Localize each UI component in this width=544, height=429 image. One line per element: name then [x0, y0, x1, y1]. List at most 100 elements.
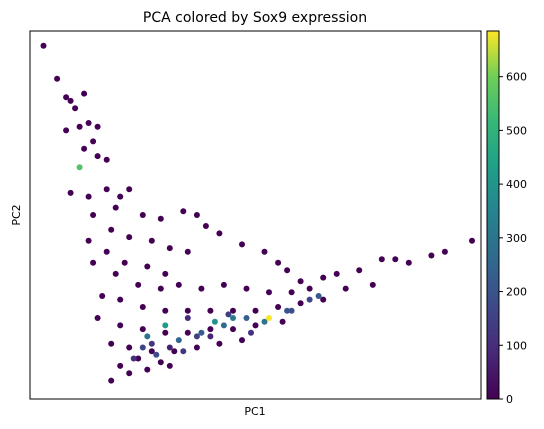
scatter-point: [284, 307, 291, 314]
scatter-point: [202, 223, 209, 229]
scatter-point: [275, 259, 282, 266]
scatter-point: [369, 281, 376, 288]
scatter-point: [284, 267, 291, 274]
scatter-point: [288, 289, 295, 296]
y-axis-label: PC2: [10, 204, 23, 225]
scatter-point: [90, 259, 97, 266]
scatter-point: [63, 127, 70, 134]
scatter-point: [193, 212, 200, 218]
colorbar-tick-label: 300: [506, 232, 527, 245]
scatter-point: [315, 293, 322, 299]
scatter-point: [184, 329, 191, 336]
scatter-point: [239, 241, 245, 248]
scatter-point: [148, 348, 155, 355]
scatter-point: [135, 355, 142, 362]
scatter-point: [76, 164, 83, 171]
scatter-point: [193, 333, 200, 340]
scatter-point: [157, 359, 164, 366]
scatter-point: [266, 315, 272, 321]
scatter-point: [166, 245, 173, 252]
scatter-point: [126, 186, 133, 193]
scatter-point: [90, 212, 97, 218]
scatter-point: [117, 322, 124, 329]
scatter-point: [243, 285, 250, 292]
scatter-point: [94, 123, 101, 130]
scatter-point: [207, 326, 214, 333]
scatter-point: [112, 270, 119, 277]
scatter-point: [94, 153, 101, 160]
scatter-point: [184, 315, 191, 321]
colorbar: [486, 30, 500, 400]
scatter-point: [117, 296, 124, 303]
scatter-point: [81, 145, 88, 152]
scatter-point: [112, 204, 119, 211]
scatter-point: [148, 237, 155, 244]
scatter-point: [126, 344, 133, 351]
colorbar-tick-label: 100: [506, 339, 527, 352]
scatter-point: [153, 351, 160, 358]
scatter-point: [117, 193, 124, 200]
scatter-point: [198, 329, 205, 336]
scatter-point: [162, 307, 169, 314]
scatter-point: [297, 278, 304, 285]
scatter-point: [94, 315, 101, 321]
scatter-point: [378, 256, 385, 263]
scatter-point: [243, 315, 250, 321]
scatter-point: [230, 315, 236, 321]
scatter-point: [306, 296, 313, 303]
scatter-point: [85, 193, 92, 200]
colorbar-ticks: 0 100 200 300 400 500 600: [499, 71, 527, 406]
scatter-point: [266, 289, 272, 296]
scatter-point: [90, 138, 97, 145]
colorbar-tick-label: 600: [506, 71, 527, 84]
scatter-point: [157, 285, 164, 292]
scatter-point: [108, 226, 115, 233]
scatter-point: [108, 340, 115, 347]
scatter-point: [184, 307, 191, 314]
scatter-point: [144, 263, 151, 270]
scatter-point: [180, 208, 187, 215]
scatter-point: [85, 120, 92, 126]
scatter-point: [441, 248, 448, 255]
scatter-point: [275, 304, 282, 310]
scatter-point: [252, 307, 259, 314]
scatter-point: [320, 274, 327, 281]
scatter-point: [297, 300, 304, 307]
scatter-point: [392, 256, 399, 263]
scatter-point: [198, 285, 205, 292]
scatter-point: [117, 362, 124, 369]
scatter-point: [261, 248, 268, 255]
scatter-point: [184, 248, 191, 255]
scatter-point: [175, 337, 182, 344]
scatter-point: [126, 370, 133, 377]
scatter-point: [207, 307, 214, 314]
scatter-point: [54, 75, 61, 82]
colorbar-tick-label: 400: [506, 178, 527, 191]
scatter-point: [81, 90, 88, 97]
scatter-point: [428, 252, 435, 259]
scatter-point: [166, 344, 173, 351]
scatter-point: [40, 42, 47, 49]
scatter-point: [252, 322, 259, 329]
scatter-point: [166, 362, 173, 369]
scatter-point: [139, 344, 146, 351]
scatter-point: [162, 329, 169, 336]
scatter-point: [320, 296, 327, 303]
scatter-point: [342, 285, 349, 292]
scatter-point: [230, 326, 236, 333]
scatter-point: [207, 333, 214, 340]
scatter-point: [130, 355, 137, 362]
scatter-point: [139, 304, 146, 310]
scatter-points: [40, 42, 475, 384]
scatter-point: [67, 189, 74, 196]
scatter-point: [216, 340, 223, 347]
scatter-point: [135, 281, 142, 288]
scatter-point: [225, 311, 232, 318]
scatter-point: [162, 322, 169, 329]
scatter-point: [333, 270, 340, 277]
scatter-point: [103, 248, 110, 255]
scatter-point: [157, 215, 164, 222]
scatter-point: [103, 156, 110, 163]
scatter-point: [193, 344, 200, 351]
scatter-point: [144, 333, 151, 340]
